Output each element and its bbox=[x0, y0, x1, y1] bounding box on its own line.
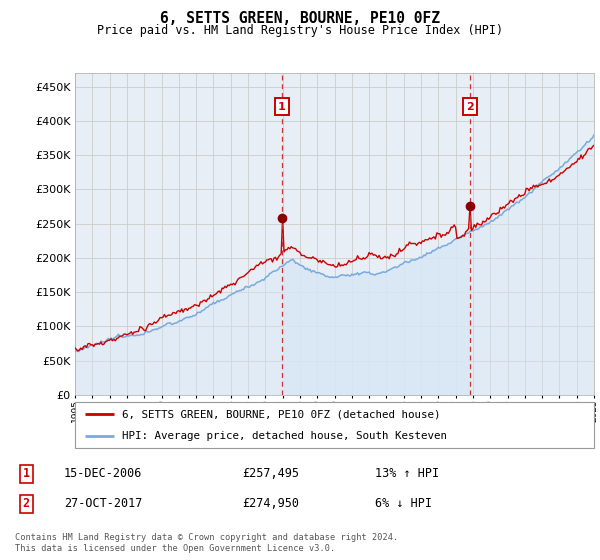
Text: 6, SETTS GREEN, BOURNE, PE10 0FZ: 6, SETTS GREEN, BOURNE, PE10 0FZ bbox=[160, 11, 440, 26]
Text: 1: 1 bbox=[278, 101, 286, 111]
Text: Price paid vs. HM Land Registry's House Price Index (HPI): Price paid vs. HM Land Registry's House … bbox=[97, 24, 503, 36]
Text: HPI: Average price, detached house, South Kesteven: HPI: Average price, detached house, Sout… bbox=[122, 431, 447, 441]
Text: 2: 2 bbox=[23, 497, 30, 510]
Text: 6, SETTS GREEN, BOURNE, PE10 0FZ (detached house): 6, SETTS GREEN, BOURNE, PE10 0FZ (detach… bbox=[122, 409, 440, 419]
Text: 1: 1 bbox=[23, 468, 30, 480]
Text: 27-OCT-2017: 27-OCT-2017 bbox=[64, 497, 142, 510]
Text: 2: 2 bbox=[466, 101, 473, 111]
Text: Contains HM Land Registry data © Crown copyright and database right 2024.
This d: Contains HM Land Registry data © Crown c… bbox=[15, 533, 398, 553]
Text: 13% ↑ HPI: 13% ↑ HPI bbox=[375, 468, 439, 480]
Text: £257,495: £257,495 bbox=[242, 468, 299, 480]
Text: 15-DEC-2006: 15-DEC-2006 bbox=[64, 468, 142, 480]
Text: £274,950: £274,950 bbox=[242, 497, 299, 510]
Text: 6% ↓ HPI: 6% ↓ HPI bbox=[375, 497, 432, 510]
